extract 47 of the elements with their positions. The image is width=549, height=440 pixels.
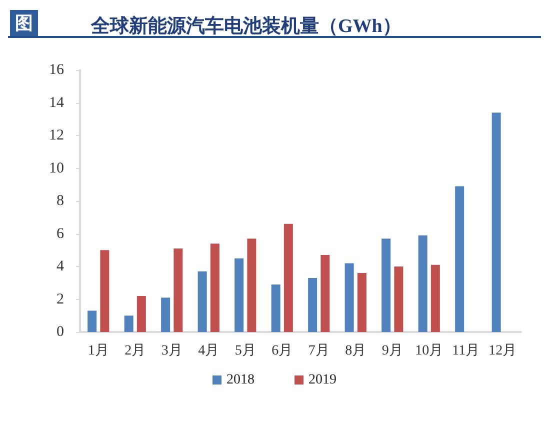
bar [308, 278, 318, 332]
bar [382, 238, 391, 332]
bar [430, 264, 440, 332]
x-tick-label: 12月 [488, 344, 517, 358]
bar [320, 255, 330, 332]
legend-label: 2018 [226, 372, 254, 388]
x-tick-label: 3月 [161, 344, 182, 358]
bar [124, 316, 134, 332]
bar [357, 273, 366, 332]
bar [210, 244, 220, 332]
chart-title: 全球新能源汽车电池装机量（GWh） [90, 15, 402, 37]
bar [455, 186, 464, 332]
text: 图 [15, 13, 33, 33]
x-tick-label: 11月 [452, 344, 480, 358]
bar [100, 250, 110, 332]
x-tick-label: 1月 [88, 344, 109, 358]
bar [234, 258, 244, 332]
x-tick-label: 9月 [382, 344, 403, 358]
bar [198, 271, 207, 332]
bar [284, 224, 293, 332]
bar [174, 248, 183, 332]
bar [418, 235, 428, 332]
y-tick-label: 4 [56, 258, 64, 274]
y-tick-label: 16 [49, 62, 64, 78]
bar [344, 263, 354, 332]
bar [247, 238, 256, 332]
y-tick-label: 0 [56, 324, 64, 340]
y-tick-label: 14 [49, 94, 64, 111]
bar [271, 284, 280, 332]
x-tick-label: 8月 [345, 344, 366, 358]
x-tick-label: 2月 [124, 344, 146, 358]
x-tick-label: 4月 [198, 344, 220, 358]
x-tick-label: 5月 [234, 344, 256, 358]
x-tick-label: 7月 [308, 344, 330, 358]
bar [394, 266, 404, 332]
y-tick-label: 2 [56, 291, 64, 308]
y-tick-label: 12 [49, 128, 64, 144]
bar [161, 298, 170, 332]
bar [136, 296, 146, 332]
bar [492, 112, 501, 332]
x-tick-label: 10月 [415, 344, 444, 358]
bar [88, 310, 97, 332]
y-tick-label: 8 [56, 193, 64, 209]
legend-label: 2019 [308, 372, 336, 388]
y-tick-label: 10 [49, 160, 64, 176]
x-tick-label: 6月 [272, 344, 293, 358]
y-tick-label: 6 [56, 226, 64, 242]
